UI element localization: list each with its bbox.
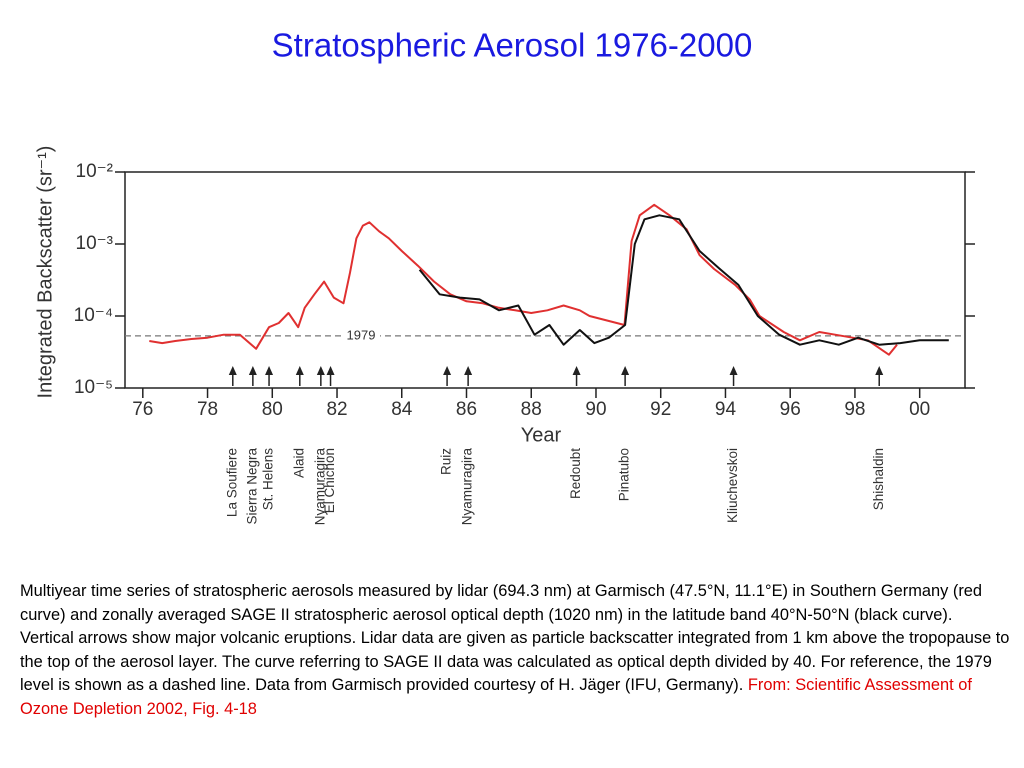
y-axis-label: Integrated Backscatter (sr⁻¹) — [34, 146, 56, 399]
eruption-arrowhead — [295, 366, 304, 375]
eruption-arrowhead — [228, 366, 237, 375]
eruption-label: Kliuchevskoi — [725, 448, 740, 523]
x-tick-label: 86 — [456, 399, 477, 420]
x-tick-label: 84 — [391, 399, 413, 420]
eruption-label: La Soufiere — [224, 448, 239, 517]
y-tick-label: 10⁻² — [76, 161, 114, 182]
plot-frame — [124, 171, 966, 389]
x-tick-label: 92 — [650, 399, 671, 420]
eruption-arrowhead — [326, 366, 335, 375]
eruption-label: Shishaldin — [871, 448, 886, 510]
eruption-arrowhead — [316, 366, 325, 375]
eruption-label: Pinatubo — [617, 448, 632, 501]
eruption-arrowhead — [875, 366, 884, 375]
series-line — [149, 203, 898, 356]
eruption-arrowhead — [464, 366, 473, 375]
x-axis-label: Year — [521, 424, 562, 446]
series-line — [418, 214, 949, 346]
chart: Stratospheric Aerosol 1976-2000 Integrat… — [34, 27, 975, 526]
caption: Multiyear time series of stratospheric a… — [20, 580, 1010, 722]
x-tick-label: 80 — [262, 399, 283, 420]
y-tick-label: 10⁻³ — [76, 233, 114, 254]
eruption-arrowhead — [621, 366, 630, 375]
x-tick-label: 90 — [585, 399, 606, 420]
eruption-label: St. Helens — [261, 448, 276, 511]
caption-text: Multiyear time series of stratospheric a… — [20, 582, 1010, 695]
reference-label: 1979 — [347, 327, 376, 342]
x-tick-label: 78 — [197, 399, 218, 420]
x-tick-label: 94 — [715, 399, 737, 420]
eruption-label: Ruiz — [439, 448, 454, 475]
eruption-label: Nyamuragira — [460, 448, 475, 526]
x-tick-label: 98 — [844, 399, 865, 420]
x-tick-label: 96 — [780, 399, 801, 420]
eruption-label: Sierra Negra — [244, 448, 259, 525]
eruption-label: Alaid — [291, 448, 306, 478]
eruption-label: Nyamuragira — [312, 448, 327, 526]
x-tick-label: 88 — [521, 399, 542, 420]
y-tick-label: 10⁻⁴ — [74, 305, 113, 326]
eruption-label: El Chichon — [322, 448, 337, 513]
eruption-arrowhead — [265, 366, 274, 375]
x-tick-label: 82 — [326, 399, 347, 420]
eruption-arrowhead — [572, 366, 581, 375]
source: From: Scientific Assessment of Ozone Dep… — [20, 676, 972, 718]
x-tick-label: 76 — [132, 399, 153, 420]
y-tick-label: 10⁻⁵ — [74, 377, 113, 398]
chart-title: Stratospheric Aerosol 1976-2000 — [272, 27, 753, 64]
reference-label-bg — [342, 327, 380, 344]
x-tick-label: 00 — [909, 399, 930, 420]
eruption-arrowhead — [248, 366, 257, 375]
eruption-arrowhead — [729, 366, 738, 375]
eruption-arrowhead — [443, 366, 452, 375]
eruption-label: Redoubt — [568, 448, 583, 499]
